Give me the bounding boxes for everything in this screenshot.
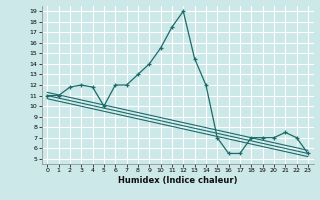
X-axis label: Humidex (Indice chaleur): Humidex (Indice chaleur) [118,176,237,185]
